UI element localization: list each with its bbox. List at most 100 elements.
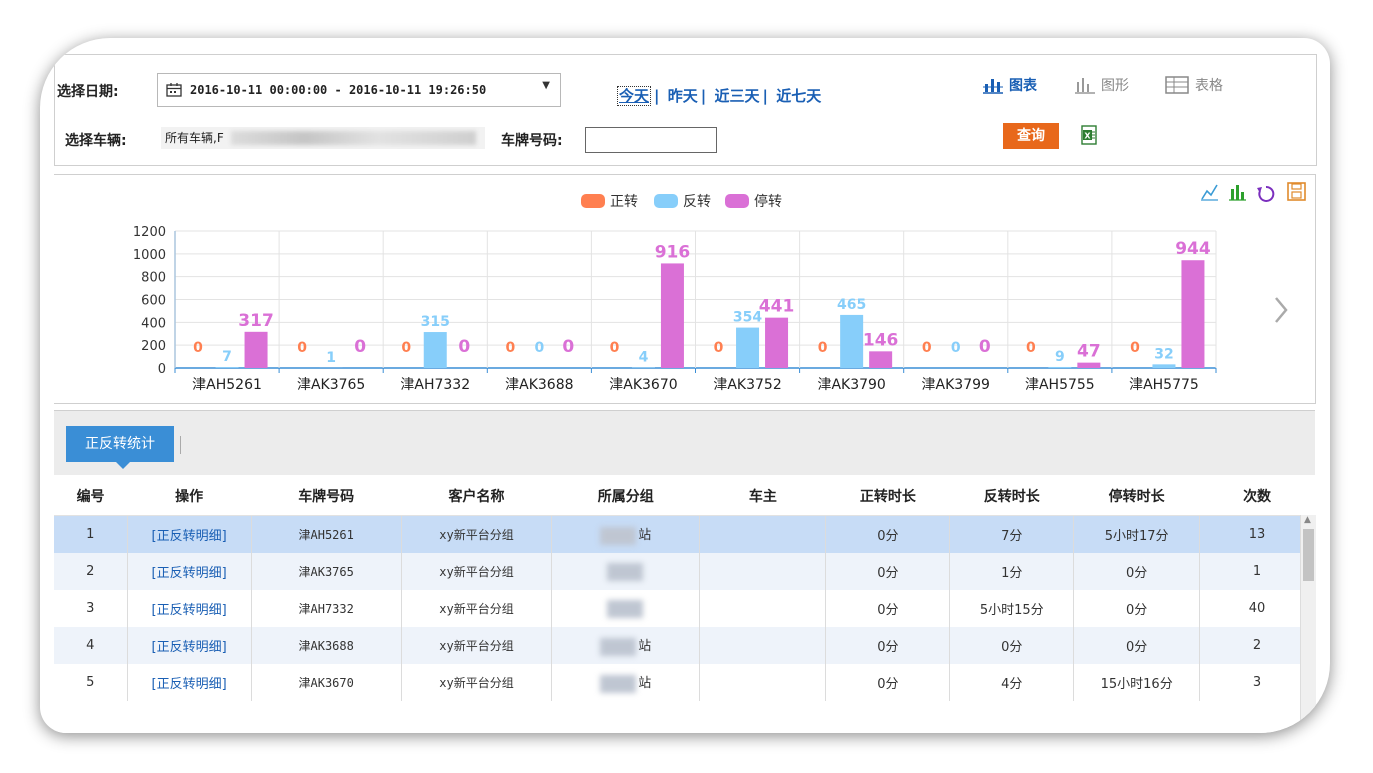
cell-reverse-time: 1分 xyxy=(949,553,1075,590)
data-label: 0 xyxy=(401,340,411,356)
bar-chart-icon xyxy=(983,79,1003,94)
tab-forward-reverse-stats[interactable]: 正反转统计 xyxy=(66,426,174,469)
cell-count: 13 xyxy=(1199,515,1315,553)
col-header-owner[interactable]: 车主 xyxy=(699,476,826,516)
date-label: 选择日期: xyxy=(57,84,119,100)
table-row[interactable]: 4 [正反转明细] 津AK3688 xy新平台分组 站 0分 0分 0分 2 xyxy=(54,627,1315,664)
cell-owner xyxy=(699,664,827,701)
col-header-stop-time[interactable]: 停转时长 xyxy=(1073,476,1200,516)
vehicle-select[interactable]: 所有车辆,F xyxy=(161,127,485,149)
x-tick-label: 津AK3688 xyxy=(505,377,573,393)
bar[interactable] xyxy=(1048,366,1072,368)
bar[interactable] xyxy=(423,332,447,368)
legend-swatch[interactable] xyxy=(654,194,678,208)
legend-label[interactable]: 反转 xyxy=(683,194,711,210)
redacted-area xyxy=(600,637,637,656)
legend-swatch[interactable] xyxy=(725,194,749,208)
query-button[interactable]: 查询 xyxy=(1003,123,1059,149)
bar[interactable] xyxy=(869,351,893,368)
cell-stop-time: 0分 xyxy=(1073,553,1201,590)
chart-next-icon[interactable] xyxy=(1275,297,1288,323)
scroll-up-icon[interactable]: ▲ xyxy=(1304,515,1311,525)
cell-group: 站 xyxy=(551,664,701,701)
bar[interactable] xyxy=(244,331,268,368)
legend-label[interactable]: 停转 xyxy=(754,193,782,210)
table-row[interactable]: 2 [正反转明细] 津AK3765 xy新平台分组 0分 1分 0分 1 xyxy=(54,553,1315,590)
divider: | xyxy=(700,87,707,105)
refresh-icon[interactable] xyxy=(1257,185,1275,202)
cell-owner xyxy=(699,590,827,627)
col-header-plate[interactable]: 车牌号码 xyxy=(251,476,402,516)
save-image-icon[interactable] xyxy=(1287,182,1306,201)
redacted-area xyxy=(600,674,637,693)
line-view-icon[interactable] xyxy=(1200,183,1218,201)
bar[interactable] xyxy=(840,314,864,368)
x-tick-label: 津AK3799 xyxy=(922,377,990,393)
y-tick-label: 1000 xyxy=(133,248,166,263)
view-chart-button[interactable]: 图表 xyxy=(983,75,1037,95)
table-row[interactable]: 5 [正反转明细] 津AK3670 xy新平台分组 站 0分 4分 15小时16… xyxy=(54,664,1315,701)
cell-plate: 津AK3670 xyxy=(251,664,402,701)
x-axis-labels: 津AH5261 津AK3765 津AH7332 津AK3688 津AK3670 津AK37… xyxy=(192,377,1199,393)
data-label: 0 xyxy=(505,340,515,356)
excel-export-icon[interactable]: X xyxy=(1081,125,1097,145)
detail-link[interactable]: [正反转明细] xyxy=(127,627,252,664)
stats-panel: 正反转统计 编号 操作 车牌号码 客户名称 所属分组 车主 正转时长 反转时长 … xyxy=(54,410,1316,733)
col-header-action[interactable]: 操作 xyxy=(127,476,252,516)
bar[interactable] xyxy=(215,367,239,368)
bar[interactable] xyxy=(660,263,684,368)
col-header-count[interactable]: 次数 xyxy=(1199,476,1315,516)
divider: | xyxy=(654,87,660,105)
bar[interactable] xyxy=(765,317,789,368)
x-tick-label: 津AH5261 xyxy=(192,377,262,393)
view-chart-label: 图表 xyxy=(1009,78,1037,94)
col-header-customer[interactable]: 客户名称 xyxy=(401,476,552,516)
cell-stop-time: 0分 xyxy=(1073,627,1201,664)
table-row[interactable]: 1 [正反转明细] 津AH5261 xy新平台分组 站 0分 7分 5小时17分… xyxy=(54,515,1315,553)
col-header-id[interactable]: 编号 xyxy=(54,476,128,516)
cell-forward-time: 0分 xyxy=(825,553,951,590)
quick-yesterday-link[interactable]: 昨天 xyxy=(667,87,698,105)
data-label: 0 xyxy=(354,337,366,357)
column-chart-icon xyxy=(1075,78,1095,94)
data-label: 0 xyxy=(1130,340,1140,356)
legend-swatch[interactable] xyxy=(581,194,605,208)
view-graph-button[interactable]: 图形 xyxy=(1075,75,1129,95)
date-range-picker[interactable]: 2016-10-11 00:00:00 - 2016-10-11 19:26:5… xyxy=(157,73,561,107)
detail-link[interactable]: [正反转明细] xyxy=(127,590,252,627)
bar-view-icon[interactable] xyxy=(1229,185,1246,201)
cell-customer: xy新平台分组 xyxy=(401,515,553,553)
bar[interactable] xyxy=(1181,260,1205,368)
table-row[interactable]: 3 [正反转明细] 津AH7332 xy新平台分组 0分 5小时15分 0分 4… xyxy=(54,590,1315,627)
detail-link[interactable]: [正反转明细] xyxy=(127,664,252,701)
quick-7days-link[interactable]: 近七天 xyxy=(776,87,822,105)
quick-3days-link[interactable]: 近三天 xyxy=(714,87,760,105)
cell-group xyxy=(551,553,701,590)
bar[interactable] xyxy=(1152,364,1176,368)
table-scrollbar[interactable]: ▲ xyxy=(1300,515,1316,733)
table-header-row: 编号 操作 车牌号码 客户名称 所属分组 车主 正转时长 反转时长 停转时长 次… xyxy=(54,476,1315,516)
view-table-button[interactable]: 表格 xyxy=(1165,75,1223,95)
tab-caret xyxy=(116,462,130,469)
scrollbar-thumb[interactable] xyxy=(1303,529,1314,581)
cell-customer: xy新平台分组 xyxy=(401,627,553,664)
y-tick-label: 200 xyxy=(141,339,166,354)
legend-label[interactable]: 正转 xyxy=(610,194,638,210)
cell-count: 3 xyxy=(1199,664,1315,701)
col-header-reverse-time[interactable]: 反转时长 xyxy=(949,476,1074,516)
bar[interactable] xyxy=(736,327,760,368)
data-label: 916 xyxy=(655,242,691,262)
col-header-forward-time[interactable]: 正转时长 xyxy=(825,476,950,516)
col-header-group[interactable]: 所属分组 xyxy=(551,476,700,516)
detail-link[interactable]: [正反转明细] xyxy=(127,515,252,553)
x-tick-label: 津AH7332 xyxy=(400,377,470,393)
quick-today-link[interactable]: 今天 xyxy=(617,86,652,106)
chart-bars: 0 0 0 0 0 0 0 0 0 0 7 1 315 0 4 354 465 0 9 32 317 0 0 0 916 441 1… xyxy=(193,239,1211,368)
plate-input[interactable] xyxy=(585,127,717,153)
dropdown-arrow-icon: ▼ xyxy=(542,80,550,91)
redacted-area xyxy=(600,526,637,545)
detail-link[interactable]: [正反转明细] xyxy=(127,553,252,590)
y-tick-label: 400 xyxy=(141,316,166,331)
bar[interactable] xyxy=(1077,362,1101,368)
